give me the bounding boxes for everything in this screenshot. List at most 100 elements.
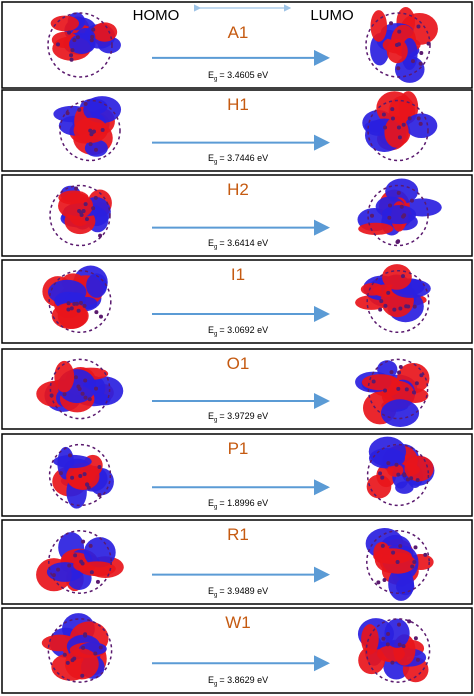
gap-subscript: g — [214, 332, 217, 338]
panel-label: O1 — [227, 354, 250, 373]
atom — [94, 310, 99, 315]
atom — [415, 478, 420, 483]
atom — [91, 206, 96, 211]
panel-border — [1, 1, 473, 89]
orbital-lobe — [384, 618, 410, 648]
atom — [93, 651, 98, 656]
cage — [365, 618, 431, 683]
atom — [83, 632, 88, 637]
panel-border — [1, 174, 473, 257]
atom — [406, 304, 411, 309]
atom — [83, 101, 88, 106]
atom — [87, 397, 92, 402]
band-gap: Eg = 3.0692 eV — [208, 325, 268, 338]
molecule — [355, 264, 431, 334]
orbital-lobe — [384, 116, 409, 148]
atom — [396, 66, 401, 71]
atom — [401, 122, 406, 127]
orbital-lobe — [83, 96, 122, 124]
molecule — [366, 436, 435, 507]
atom — [73, 553, 78, 558]
atom — [68, 453, 73, 458]
atom — [77, 208, 82, 213]
gap-subscript: g — [214, 505, 217, 511]
atom — [392, 307, 397, 312]
atom — [426, 41, 431, 46]
atom — [80, 391, 85, 396]
atom — [414, 381, 419, 386]
molecule — [36, 358, 124, 420]
atom — [400, 274, 405, 279]
atom — [66, 301, 71, 306]
atom — [380, 475, 385, 480]
atom — [391, 550, 396, 555]
gap-symbol: E — [208, 238, 214, 248]
atom — [396, 42, 401, 47]
orbital-lobe — [380, 399, 420, 427]
panel-border — [1, 519, 473, 605]
atom — [98, 645, 103, 650]
atom — [69, 57, 74, 62]
atom — [67, 30, 72, 35]
cage — [59, 99, 121, 162]
atom — [79, 213, 84, 218]
gap-subscript: g — [214, 77, 217, 83]
orbital-lobe — [358, 222, 394, 235]
atom — [423, 552, 428, 557]
band-gap: Eg = 3.8629 eV — [208, 675, 268, 688]
molecule — [365, 528, 434, 601]
gap-symbol: E — [208, 498, 214, 508]
atom — [402, 473, 407, 478]
cage — [367, 358, 429, 420]
atom — [397, 29, 402, 34]
atom — [80, 673, 85, 678]
atom — [83, 378, 88, 383]
molecule — [41, 613, 113, 683]
cage — [47, 12, 113, 78]
atom — [83, 395, 88, 400]
gap-value: = 3.0692 eV — [219, 325, 268, 335]
atom — [409, 476, 414, 481]
atom — [89, 570, 94, 575]
atom — [398, 306, 403, 311]
atom — [397, 135, 402, 140]
cage — [365, 12, 431, 78]
atom — [62, 652, 67, 657]
atom — [413, 545, 418, 550]
atom — [386, 290, 391, 295]
gap-subscript: g — [214, 593, 217, 599]
atom — [407, 116, 412, 121]
gap-symbol: E — [208, 675, 214, 685]
atom — [78, 300, 83, 305]
atom — [382, 577, 387, 582]
molecule — [48, 443, 114, 509]
atom — [413, 636, 418, 641]
orbital-lobe — [64, 648, 99, 680]
atom — [82, 472, 87, 477]
atom — [389, 21, 394, 26]
cage — [48, 530, 112, 594]
gap-symbol: E — [208, 70, 214, 80]
gap-symbol: E — [208, 153, 214, 163]
atom — [407, 619, 412, 624]
atom — [67, 563, 72, 568]
atom — [378, 471, 383, 476]
atom — [396, 386, 401, 391]
atom — [75, 35, 80, 40]
atom — [396, 472, 401, 477]
atom — [73, 375, 78, 380]
panel-border — [1, 348, 473, 430]
panel-label: R1 — [227, 525, 249, 544]
atom — [98, 233, 103, 238]
atom — [62, 392, 67, 397]
atom — [93, 195, 98, 200]
gap-symbol: E — [208, 411, 214, 421]
atom — [100, 128, 105, 133]
molecule — [357, 618, 431, 683]
cage — [367, 99, 429, 162]
atom — [65, 660, 70, 665]
atom — [398, 544, 403, 549]
atom — [74, 186, 79, 191]
orbital-lobe — [92, 22, 118, 42]
band-gap: Eg = 3.4605 eV — [208, 70, 268, 83]
